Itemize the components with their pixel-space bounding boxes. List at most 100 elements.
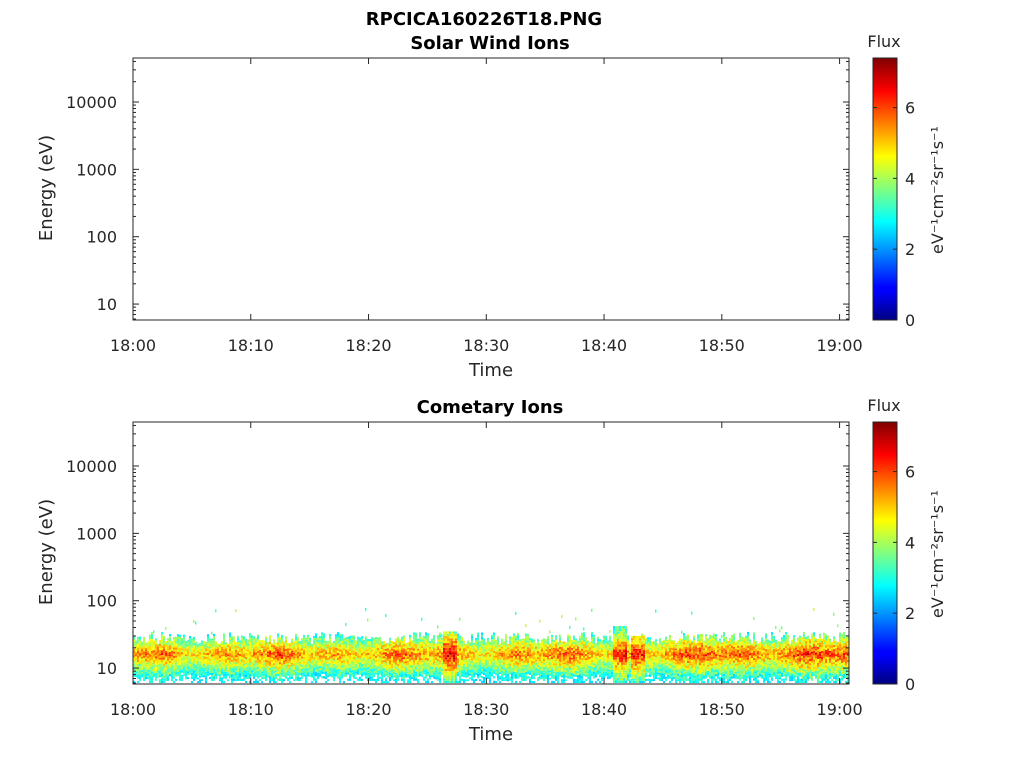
heatmap-cell (401, 649, 403, 652)
heatmap-cell (233, 672, 235, 675)
heatmap-cell (599, 641, 601, 644)
heatmap-cell (197, 651, 199, 653)
heatmap-cell (523, 674, 525, 677)
heatmap-cell (535, 648, 537, 651)
heatmap-cell (253, 649, 255, 652)
heatmap-cell (441, 654, 443, 657)
heatmap-cell (359, 664, 361, 667)
heatmap-cell (281, 661, 283, 664)
heatmap-cell (209, 668, 211, 671)
heatmap-cell (467, 658, 469, 660)
heatmap-cell (379, 649, 381, 652)
heatmap-cell (423, 672, 425, 675)
heatmap-cell (195, 664, 197, 667)
heatmap-cell (525, 669, 527, 672)
heatmap-cell (291, 666, 293, 669)
heatmap-cell (401, 647, 403, 650)
heatmap-cell (393, 664, 395, 667)
heatmap-cell (295, 649, 297, 652)
heatmap-cell (395, 660, 397, 663)
heatmap-cell (289, 662, 291, 665)
heatmap-cell (423, 668, 425, 671)
heatmap-cell (363, 641, 365, 644)
heatmap-cell (259, 671, 261, 674)
heatmap-cell (373, 648, 375, 651)
heatmap-cell (309, 674, 311, 677)
heatmap-cell (459, 663, 461, 666)
heatmap-cell (211, 662, 213, 665)
heatmap-cell (229, 660, 231, 663)
heatmap-cell (245, 648, 247, 651)
heatmap-cell (507, 658, 509, 660)
heatmap-cell (237, 650, 239, 653)
heatmap-cell (151, 659, 153, 663)
heatmap-cell (275, 661, 277, 663)
heatmap-cell (575, 670, 577, 673)
heatmap-cell (305, 641, 307, 644)
heatmap-cell (279, 662, 281, 665)
heatmap-cell (391, 667, 393, 670)
heatmap-cell (201, 671, 203, 674)
heatmap-cell (297, 658, 299, 661)
heatmap-cell (315, 669, 317, 672)
heatmap-cell (167, 656, 169, 659)
heatmap-cell (169, 638, 171, 641)
heatmap-cell (411, 667, 413, 670)
heatmap-cell (159, 681, 161, 684)
heatmap-cell (467, 640, 469, 643)
heatmap-cell (329, 640, 331, 643)
heatmap-cell (133, 668, 135, 671)
heatmap-cell (333, 660, 335, 662)
heatmap-cell (341, 660, 343, 663)
heatmap-cell (347, 659, 349, 662)
heatmap-cell (545, 675, 547, 677)
heatmap-cell (307, 658, 309, 662)
heatmap-cell (489, 645, 491, 648)
heatmap-cell (335, 658, 337, 661)
heatmap-cell (391, 663, 393, 666)
heatmap-cell (183, 657, 185, 660)
heatmap-cell (243, 676, 245, 679)
heatmap-cell (451, 661, 453, 665)
heatmap-cell (187, 653, 189, 656)
heatmap-cell (419, 639, 421, 642)
heatmap-cell (163, 661, 165, 664)
heatmap-cell (219, 643, 221, 646)
heatmap-cell (191, 666, 193, 669)
heatmap-cell (517, 646, 519, 649)
heatmap-cell (237, 655, 239, 658)
heatmap-cell (221, 665, 223, 668)
heatmap-cell (265, 649, 267, 652)
heatmap-cell (555, 659, 557, 662)
heatmap-cell (347, 645, 349, 648)
heatmap-cell (547, 674, 549, 677)
heatmap-cell (283, 671, 285, 674)
heatmap-cell (519, 673, 521, 675)
heatmap-cell (371, 655, 373, 658)
heatmap-cell (459, 678, 461, 681)
heatmap-cell (519, 645, 521, 648)
heatmap-cell (307, 663, 309, 666)
heatmap-cell (533, 649, 535, 652)
heatmap-cell (367, 679, 369, 681)
heatmap-cell (185, 671, 187, 674)
heatmap-cell (169, 649, 171, 652)
heatmap-cell (489, 654, 491, 657)
heatmap-cell (453, 638, 455, 641)
heatmap-cell (337, 641, 339, 644)
heatmap-cell (309, 650, 311, 653)
heatmap-cell (437, 643, 439, 646)
heatmap-cell (521, 650, 523, 653)
heatmap-cell (437, 648, 439, 651)
heatmap-cell (359, 647, 361, 650)
heatmap-cell (169, 674, 171, 677)
heatmap-cell (409, 648, 411, 651)
heatmap-cell (473, 664, 475, 667)
heatmap-cell (327, 675, 329, 678)
heatmap-cell (505, 663, 507, 666)
heatmap-cell (157, 643, 159, 646)
heatmap-cell (457, 633, 459, 636)
heatmap-cell (563, 652, 565, 655)
heatmap-cell (183, 660, 185, 663)
heatmap-cell (219, 659, 221, 662)
